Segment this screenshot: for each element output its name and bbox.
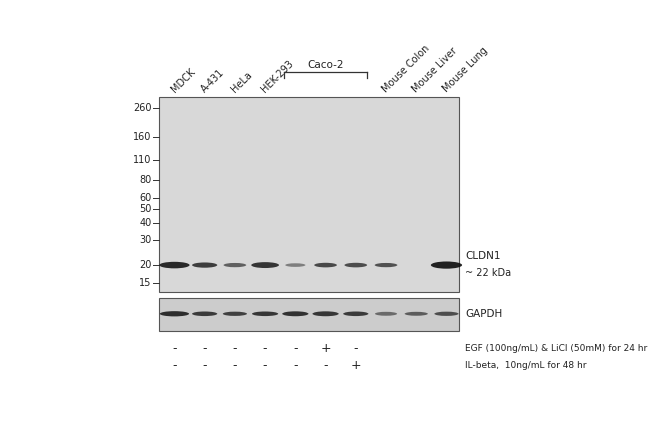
Text: HeLa: HeLa	[229, 70, 254, 94]
Text: MDCK: MDCK	[169, 66, 197, 94]
Ellipse shape	[405, 312, 428, 316]
Text: 110: 110	[133, 156, 152, 165]
Text: Caco-2: Caco-2	[307, 60, 344, 70]
Bar	[159, 97, 459, 292]
Text: 50: 50	[139, 204, 152, 214]
Ellipse shape	[192, 263, 217, 268]
Text: -: -	[172, 359, 177, 371]
Text: Mouse Colon: Mouse Colon	[380, 43, 432, 94]
Text: 40: 40	[140, 218, 152, 227]
Ellipse shape	[434, 312, 458, 316]
Text: -: -	[293, 359, 298, 371]
Text: 20: 20	[139, 260, 152, 270]
Ellipse shape	[344, 263, 367, 267]
Text: HEK-293: HEK-293	[259, 58, 296, 94]
Text: IL-beta,  10ng/mL for 48 hr: IL-beta, 10ng/mL for 48 hr	[465, 361, 586, 370]
Text: 15: 15	[139, 278, 152, 288]
Text: -: -	[202, 359, 207, 371]
Ellipse shape	[224, 263, 246, 267]
Ellipse shape	[160, 311, 189, 316]
Text: -: -	[323, 359, 328, 371]
Ellipse shape	[374, 263, 397, 267]
Text: Mouse Lung: Mouse Lung	[441, 45, 489, 94]
Text: CLDN1: CLDN1	[465, 251, 500, 261]
Text: 60: 60	[140, 193, 152, 203]
Text: -: -	[202, 342, 207, 355]
Text: ~ 22 kDa: ~ 22 kDa	[465, 268, 512, 278]
Text: -: -	[233, 359, 237, 371]
Ellipse shape	[313, 312, 339, 316]
Text: 80: 80	[140, 175, 152, 185]
Text: GAPDH: GAPDH	[465, 309, 502, 319]
Ellipse shape	[375, 312, 397, 316]
Text: -: -	[233, 342, 237, 355]
Text: EGF (100ng/mL) & LiCl (50mM) for 24 hr: EGF (100ng/mL) & LiCl (50mM) for 24 hr	[465, 344, 647, 353]
Text: -: -	[263, 342, 267, 355]
Ellipse shape	[285, 263, 306, 267]
Ellipse shape	[314, 263, 337, 267]
Text: -: -	[354, 342, 358, 355]
Ellipse shape	[252, 262, 279, 268]
Text: -: -	[263, 359, 267, 371]
Text: 260: 260	[133, 102, 152, 113]
Ellipse shape	[343, 312, 369, 316]
Text: +: +	[320, 342, 331, 355]
Ellipse shape	[223, 312, 247, 316]
Text: 160: 160	[133, 133, 152, 142]
Bar	[159, 298, 459, 331]
Text: A-431: A-431	[199, 67, 226, 94]
Text: Mouse Liver: Mouse Liver	[411, 45, 460, 94]
Text: -: -	[172, 342, 177, 355]
Ellipse shape	[159, 262, 190, 268]
Ellipse shape	[252, 312, 278, 316]
Ellipse shape	[431, 261, 462, 269]
Text: 30: 30	[140, 235, 152, 245]
Ellipse shape	[282, 312, 309, 316]
Ellipse shape	[192, 312, 217, 316]
Text: +: +	[350, 359, 361, 371]
Text: -: -	[293, 342, 298, 355]
